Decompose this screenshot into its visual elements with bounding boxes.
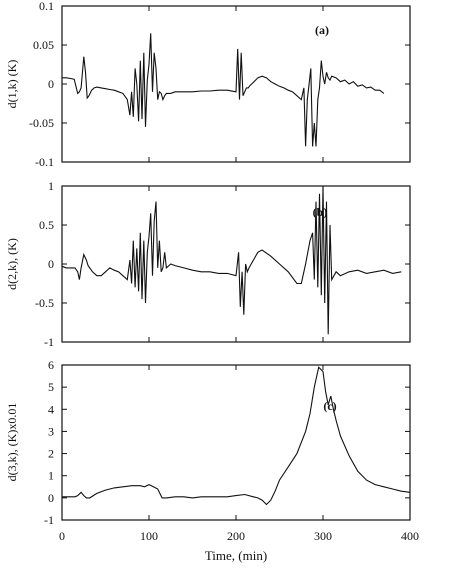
panel-c-y-tick-label: 1 [48,469,54,483]
panel-c-x-ticks: 0 100 200 300 400 [59,365,419,543]
panel-c-y-tick-label: 0 [48,491,54,505]
panel-c-label: (c) [323,399,336,413]
x-tick-label: 300 [314,529,332,543]
panel-c-y-tick-label: 5 [48,380,54,394]
x-tick-label: 400 [401,529,419,543]
panel-b-y-tick-label: 0 [48,257,54,271]
panel-a-y-tick-label: -0.1 [35,155,54,169]
panel-c: -1 0 1 2 3 4 5 6 0 100 200 300 400 d(3,k), (K)x0.01… [5,358,419,563]
panel-b-y-axis-label: d(2,k), (K) [5,238,19,290]
x-tick-label: 200 [227,529,245,543]
panel-a-label: (a) [315,23,329,37]
panel-c-y-tick-label: 2 [48,447,54,461]
panel-b-x-ticks [61,186,411,342]
panel-b-y-tick-label: -0.5 [35,296,54,310]
panel-c-y-tick-label: 4 [48,402,54,416]
panel-c-y-ticks: -1 0 1 2 3 4 5 6 [44,358,410,527]
panel-a-y-tick-label: 0.1 [39,0,54,13]
panel-b: -1 -0.5 0 0.5 1 d(2,k), (K) (b) [5,179,411,349]
panel-a-y-tick-label: 0 [48,77,54,91]
panel-b-y-tick-label: 1 [48,179,54,193]
panel-c-series-line [62,366,411,506]
panel-c-y-tick-label: -1 [44,513,54,527]
panel-a: -0.1 -0.05 0 0.05 0.1 d(1,k) (K) (a) [5,0,411,169]
panel-b-series-line [61,185,402,335]
panel-a-y-tick-label: -0.05 [29,116,54,130]
panel-a-y-tick-label: 0.05 [33,38,54,52]
panel-c-y-axis-label: d(3,k), (K)x0.01 [5,403,19,482]
panel-a-x-ticks [61,6,411,162]
x-tick-label: 100 [140,529,158,543]
panel-b-y-tick-label: 0.5 [39,218,54,232]
panel-a-y-ticks: -0.1 -0.05 0 0.05 0.1 [29,0,410,169]
panel-b-y-tick-label: -1 [44,335,54,349]
panel-c-y-tick-label: 3 [48,424,54,438]
panel-c-y-tick-label: 6 [48,358,54,372]
x-tick-label: 0 [59,529,65,543]
panel-a-y-axis-label: d(1,k) (K) [5,60,19,109]
x-axis-label: Time, (min) [205,548,267,563]
panel-b-label: (b) [313,205,328,219]
panel-b-y-ticks: -1 -0.5 0 0.5 1 [35,179,410,349]
panel-a-series-line [62,33,385,147]
